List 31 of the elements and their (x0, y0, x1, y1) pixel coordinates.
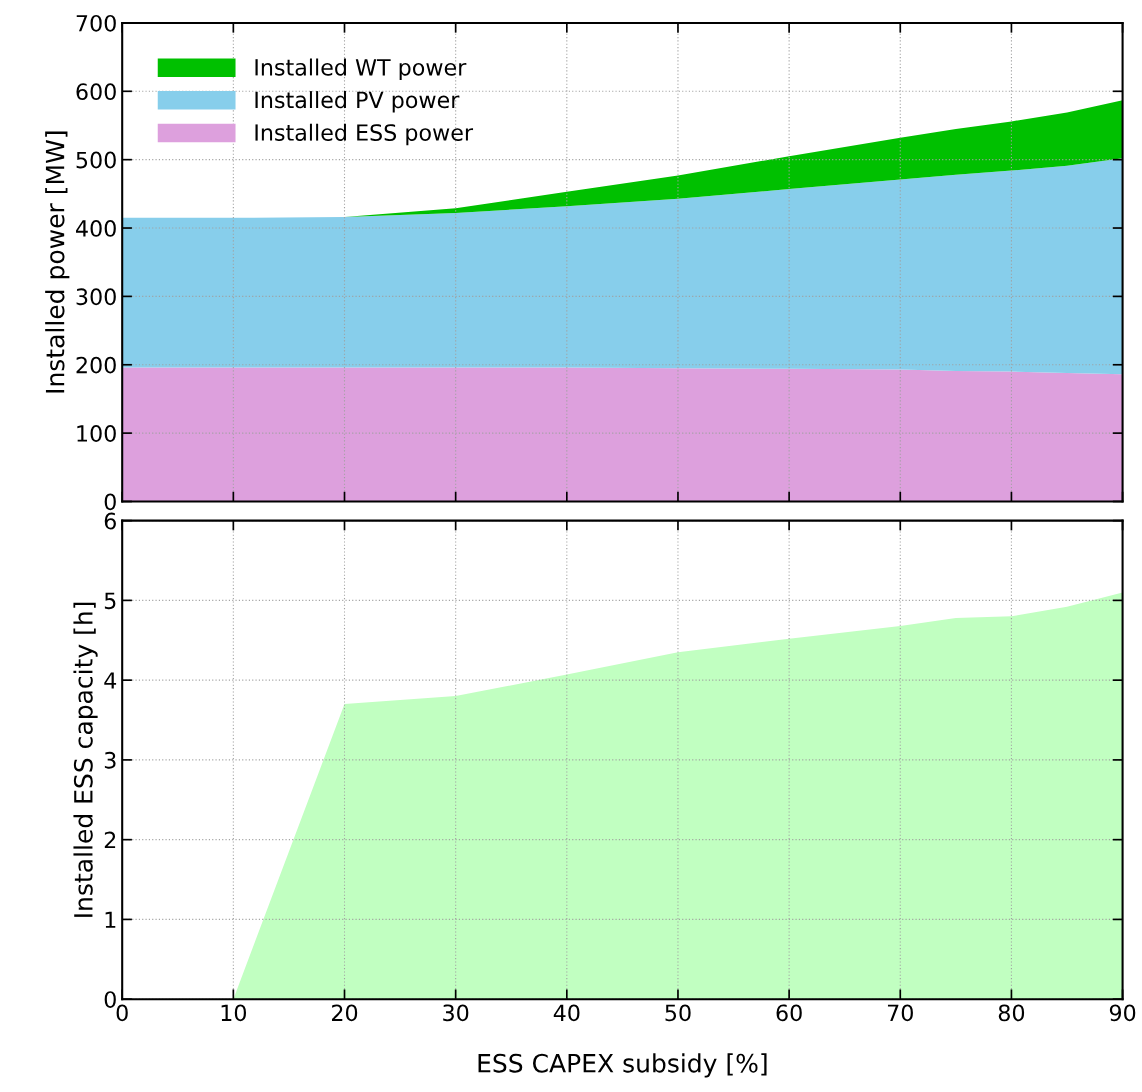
y-axis-title: Installed power [MW] (45, 131, 70, 393)
x-tick-label: 0 (116, 1004, 128, 1022)
y-tick-label: 100 (77, 425, 116, 442)
y-tick-label: 300 (76, 288, 116, 306)
y-tick-label: 2 (104, 831, 116, 849)
y-tick-label: 4 (104, 672, 117, 689)
x-tick-label: 50 (665, 1004, 691, 1022)
y-tick-label: 5 (104, 592, 116, 610)
y-tick-label: 6 (104, 512, 116, 530)
y-tick-label: 200 (76, 356, 116, 374)
y-tick-label: 500 (76, 151, 116, 169)
x-tick-label: 60 (776, 1004, 802, 1022)
y-tick-label: 600 (76, 83, 116, 101)
y-tick-label: 0 (104, 991, 116, 1008)
x-tick-label: 40 (553, 1004, 580, 1022)
y-tick-label: 0 (104, 493, 116, 511)
y-tick-label: 700 (76, 14, 116, 32)
x-tick-label: 80 (998, 1004, 1025, 1022)
y-tick-label: 3 (104, 751, 116, 769)
x-axis-title: ESS CAPEX subsidy [%] (478, 1053, 767, 1078)
y-tick-label: 400 (76, 219, 116, 237)
legend-label: Installed WT power (255, 58, 467, 80)
y-tick-label: 1 (105, 911, 116, 928)
x-tick-label: 10 (221, 1004, 247, 1022)
x-tick-label: 90 (1109, 1004, 1136, 1022)
x-tick-label: 70 (887, 1004, 913, 1022)
legend-label: Installed PV power (255, 91, 460, 113)
y-axis-title: Installed ESS capacity [h] (73, 602, 98, 917)
x-tick-label: 20 (331, 1004, 358, 1022)
x-tick-label: 30 (443, 1004, 469, 1022)
legend-label: Installed ESS power (255, 123, 474, 146)
